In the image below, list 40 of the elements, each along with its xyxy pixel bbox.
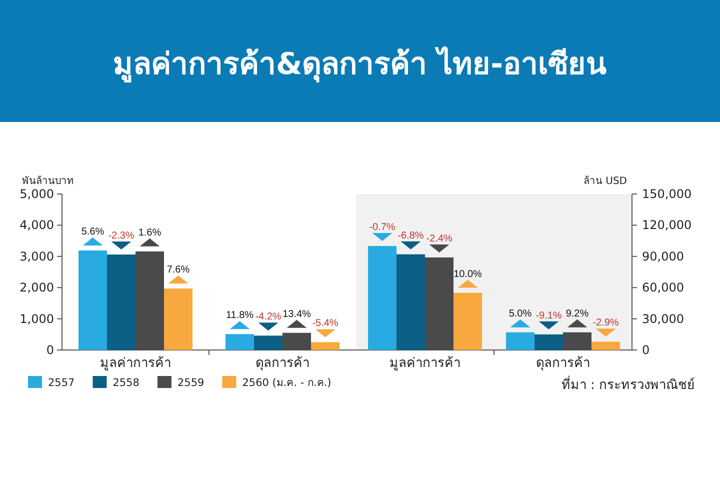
legend-label: 2558	[112, 377, 140, 389]
tick-label: 90,000	[642, 249, 684, 264]
annotation: -2.3%	[108, 230, 134, 242]
category-label: ดุลการค้า	[536, 356, 590, 371]
legend-label: 2557	[48, 377, 75, 389]
annotation: 13.4%	[282, 308, 311, 320]
annotation: -2.4%	[426, 233, 452, 244]
tick-label: 5,000	[20, 187, 54, 201]
tick-label: 150,000	[642, 187, 692, 201]
tick-label: 0	[46, 343, 54, 357]
y2label: ล้าน USD	[583, 176, 627, 187]
annotation: ที่มา : กระทรวงพาณิชย์	[561, 378, 695, 393]
category-label: มูลค่าการค้า	[100, 356, 171, 371]
annotation: -6.8%	[398, 230, 424, 242]
annotation: 5.0%	[508, 308, 532, 320]
annotation: 5.6%	[81, 226, 104, 238]
annotation: 11.8%	[226, 310, 254, 322]
ylabel: พันล้านบาท	[22, 176, 74, 187]
tick-label: 0	[642, 343, 650, 357]
annotation: 9.2%	[566, 308, 589, 320]
legend-label: 2559	[177, 377, 204, 389]
tick-label: 30,000	[642, 312, 684, 326]
annotation: -4.2%	[255, 312, 282, 323]
title: มูลค่าการค้า&ดุลการค้า ไทย-อาเซียน	[112, 47, 608, 82]
annotation: -5.4%	[312, 318, 338, 330]
tick-label: 4,000	[20, 218, 54, 232]
annotation: -9.1%	[536, 310, 562, 322]
annotation: -2.9%	[592, 318, 619, 329]
category-label: มูลค่าการค้า	[390, 356, 460, 371]
annotation: -0.7%	[369, 222, 396, 233]
annotation: 7.6%	[166, 264, 190, 276]
category-label: ดุลการค้า	[256, 356, 310, 371]
tick-label: 1,000	[20, 312, 54, 326]
tick-label: 60,000	[642, 280, 684, 295]
legend-label: 2560 (ม.ค. - ก.ค.)	[242, 377, 332, 389]
tick-label: 3,000	[20, 249, 54, 264]
annotation: 10.0%	[454, 268, 482, 280]
tick-label: 2,000	[20, 280, 54, 295]
tick-label: 120,000	[642, 218, 692, 232]
annotation: 1.6%	[138, 227, 162, 238]
